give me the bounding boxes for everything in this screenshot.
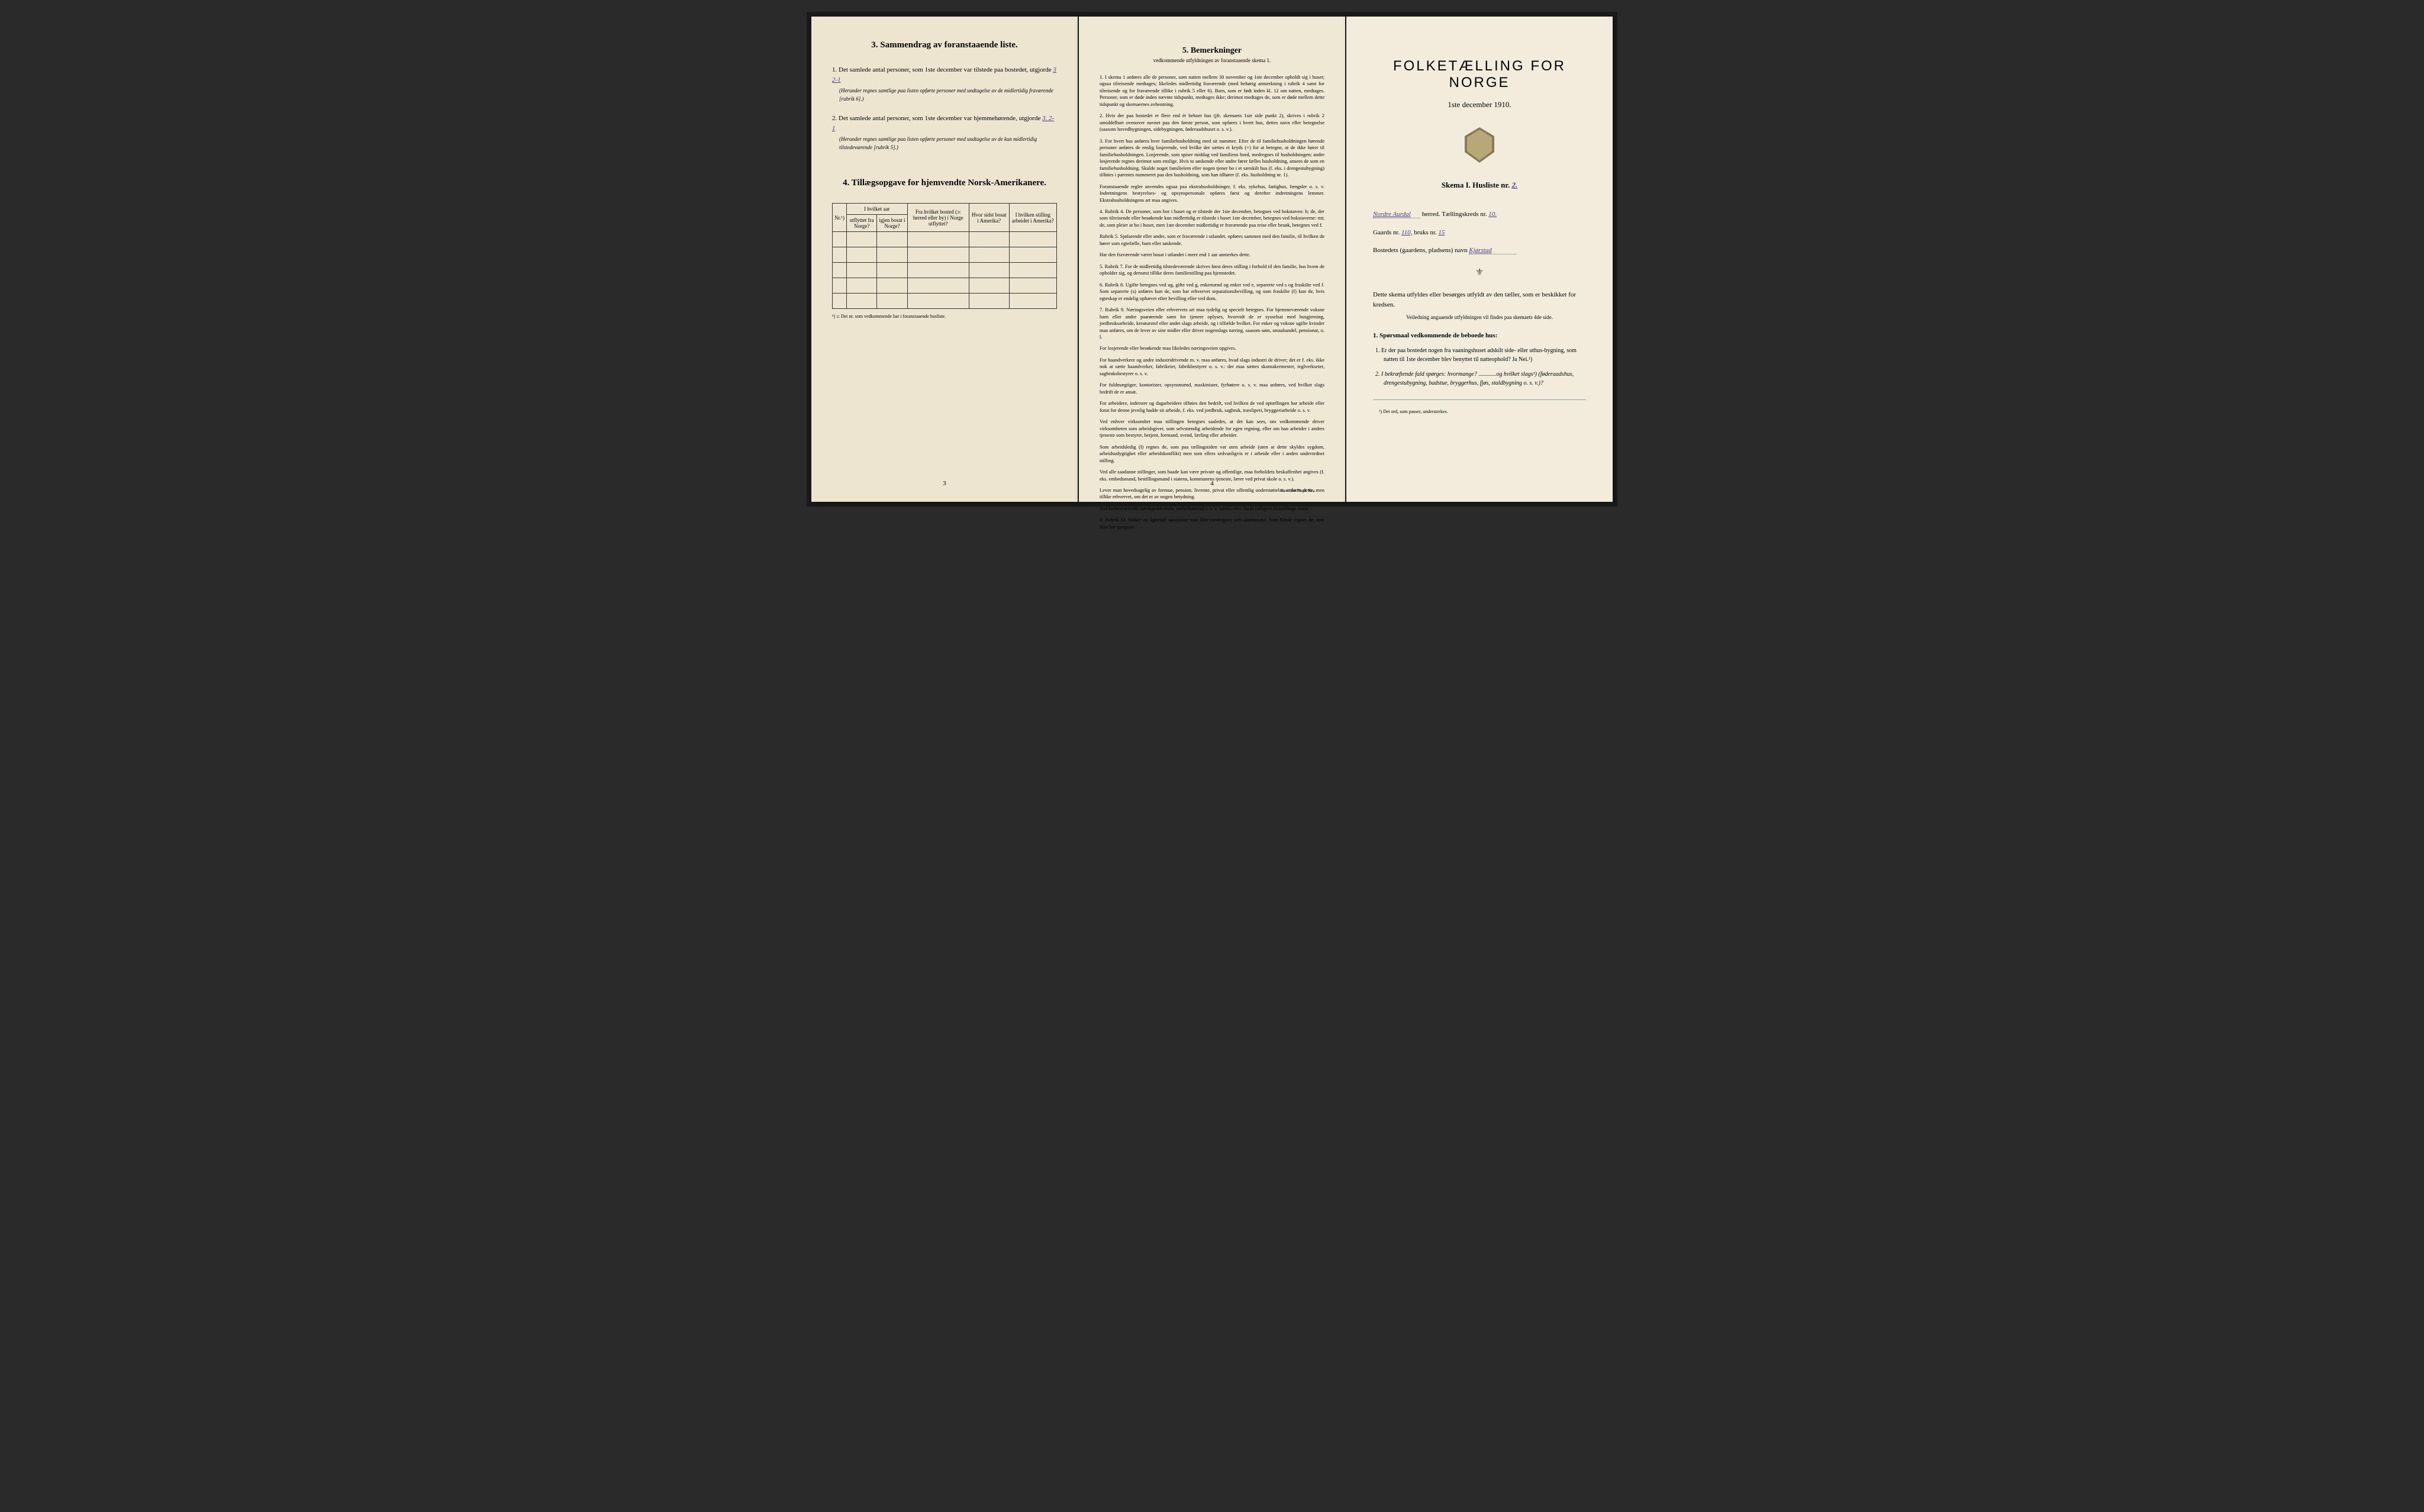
instructions: Dette skema utfyldes eller besørges utfy…: [1367, 290, 1592, 310]
bemerk-item: Foranstaaende regler anvendes ogsaa paa …: [1100, 183, 1324, 204]
table-footnote: ¹) ɔ: Det nr. som vedkommende har i fora…: [832, 314, 1057, 319]
bemerk-item: For losjerende eller besøkende maa likel…: [1100, 345, 1324, 352]
gaards-line: Gaards nr. 110, bruks nr. 15: [1367, 229, 1592, 236]
section-4-title: 4. Tillægsopgave for hjemvendte Norsk-Am…: [832, 178, 1057, 188]
th-bosat: igjen bosat i Norge?: [877, 215, 907, 232]
table-row: [833, 232, 1057, 247]
page-number-3: 3: [943, 480, 946, 487]
bemerk-item: 2. Hvis der paa bostedet er flere end ét…: [1100, 112, 1324, 133]
table-row: [833, 278, 1057, 294]
bruks-value: 15: [1438, 229, 1445, 236]
date-line: 1ste december 1910.: [1367, 100, 1592, 109]
section-5-subtitle: vedkommende utfyldningen av foranstaaend…: [1100, 57, 1324, 63]
item1-note: (Herunder regnes samtlige paa listen opf…: [832, 87, 1057, 103]
summary-item-1: 1. Det samlede antal personer, som 1ste …: [832, 65, 1057, 103]
bemerk-item: For haandverkere og andre industridriven…: [1100, 357, 1324, 377]
summary-item-2: 2. Det samlede antal personer, som 1ste …: [832, 114, 1057, 151]
th-nr: Nr.¹): [833, 204, 847, 232]
skema-line: Skema I. Husliste nr. 2.: [1367, 180, 1592, 190]
bemerk-item: 3. For hvert hus anføres hver familiehus…: [1100, 138, 1324, 179]
th-bosted: Fra hvilket bosted (ɔ: herred eller by) …: [907, 204, 969, 232]
bemerk-item: 4. Rubrik 4. De personer, som bor i huse…: [1100, 208, 1324, 228]
bemerk-item: 6. Rubrik 8. Ugifte betegnes ved ug, gif…: [1100, 282, 1324, 302]
bemerk-item: Ved forhenværende næringsdrivende, embed…: [1100, 505, 1324, 512]
kreds-value: 10.: [1488, 211, 1497, 218]
gaards-value: 110,: [1401, 229, 1412, 236]
bosted-line: Bostedets (gaardens, pladsens) navn Kjør…: [1367, 247, 1592, 254]
husliste-nr: 2.: [1511, 180, 1517, 189]
page-number-4: 4: [1210, 480, 1214, 487]
th-amerika: Hvor sidst bosat i Amerika?: [969, 204, 1009, 232]
sporsmaal-1: 1. Er der paa bostedet nogen fra vaaning…: [1373, 346, 1586, 364]
document-container: 3. Sammendrag av foranstaaende liste. 1.…: [807, 12, 1617, 507]
coat-of-arms-icon: [1465, 127, 1494, 163]
th-stilling: I hvilken stilling arbeidet i Amerika?: [1009, 204, 1056, 232]
bemerk-item: For arbeidere, inderster og dagarbeidere…: [1100, 400, 1324, 414]
herred-value: Nordre Aurdal: [1373, 211, 1420, 218]
th-aar: I hvilket aar: [846, 204, 907, 215]
sporsmaal-2: 2. I bekræftende fald spørges: hvormange…: [1373, 370, 1586, 388]
instructions-sub: Veiledning angaaende utfyldningen vil fi…: [1367, 314, 1592, 320]
bemerk-item: Har den fraværende været bosat i utlande…: [1100, 252, 1324, 258]
bemerk-item: 8. Rubrik 14. Sinker og lignende aandslø…: [1100, 517, 1324, 530]
bemerk-item: Ved enhver virksomhet maa stillingen bet…: [1100, 418, 1324, 439]
item2-note: (Herunder regnes samtlige paa listen opf…: [832, 136, 1057, 151]
bemerk-item: 1. I skema 1 anføres alle de personer, s…: [1100, 74, 1324, 108]
divider: [1373, 399, 1586, 400]
table-row: [833, 294, 1057, 309]
section-3-title: 3. Sammendrag av foranstaaende liste.: [832, 40, 1057, 50]
main-title: FOLKETÆLLING FOR NORGE: [1367, 58, 1592, 91]
table-row: [833, 263, 1057, 278]
bemerk-item: 7. Rubrik 9. Næringsveien eller erhverve…: [1100, 307, 1324, 340]
herred-line: Nordre Aurdal herred. Tællingskreds nr. …: [1367, 211, 1592, 218]
ornament-icon: ⚜: [1367, 266, 1592, 278]
section-5-title: 5. Bemerkninger: [1100, 46, 1324, 56]
bemerk-item: Som arbeidsledig (l) regnes de, som paa …: [1100, 444, 1324, 464]
table-row: [833, 247, 1057, 263]
bosted-value: Kjørstad: [1469, 247, 1516, 254]
bemerk-item: Rubrik 5. Sjøfarende eller andre, som er…: [1100, 233, 1324, 247]
th-utflyttet: utflyttet fra Norge?: [846, 215, 876, 232]
amerika-table: Nr.¹) I hvilket aar Fra hvilket bosted (…: [832, 203, 1057, 309]
sporsmaal-section: 1. Spørsmaal vedkommende de beboede hus:…: [1367, 332, 1592, 388]
page-middle: 5. Bemerkninger vedkommende utfyldningen…: [1079, 17, 1345, 502]
sporsmaal-title: 1. Spørsmaal vedkommende de beboede hus:: [1373, 332, 1586, 339]
footnote-3: ¹) Det ord, som passer, understrekes.: [1367, 409, 1592, 414]
page-left: 3. Sammendrag av foranstaaende liste. 1.…: [811, 17, 1078, 502]
bemerkninger-list: 1. I skema 1 anføres alle de personer, s…: [1100, 74, 1324, 530]
bemerk-item: 5. Rubrik 7. For de midlertidig tilstede…: [1100, 263, 1324, 277]
bemerk-item: For fuldmægtiger, kontorister, opsynsmæn…: [1100, 382, 1324, 395]
publisher: Steen'ske Bogtr. Kra.: [1281, 488, 1316, 493]
page-right: FOLKETÆLLING FOR NORGE 1ste december 191…: [1346, 17, 1613, 502]
